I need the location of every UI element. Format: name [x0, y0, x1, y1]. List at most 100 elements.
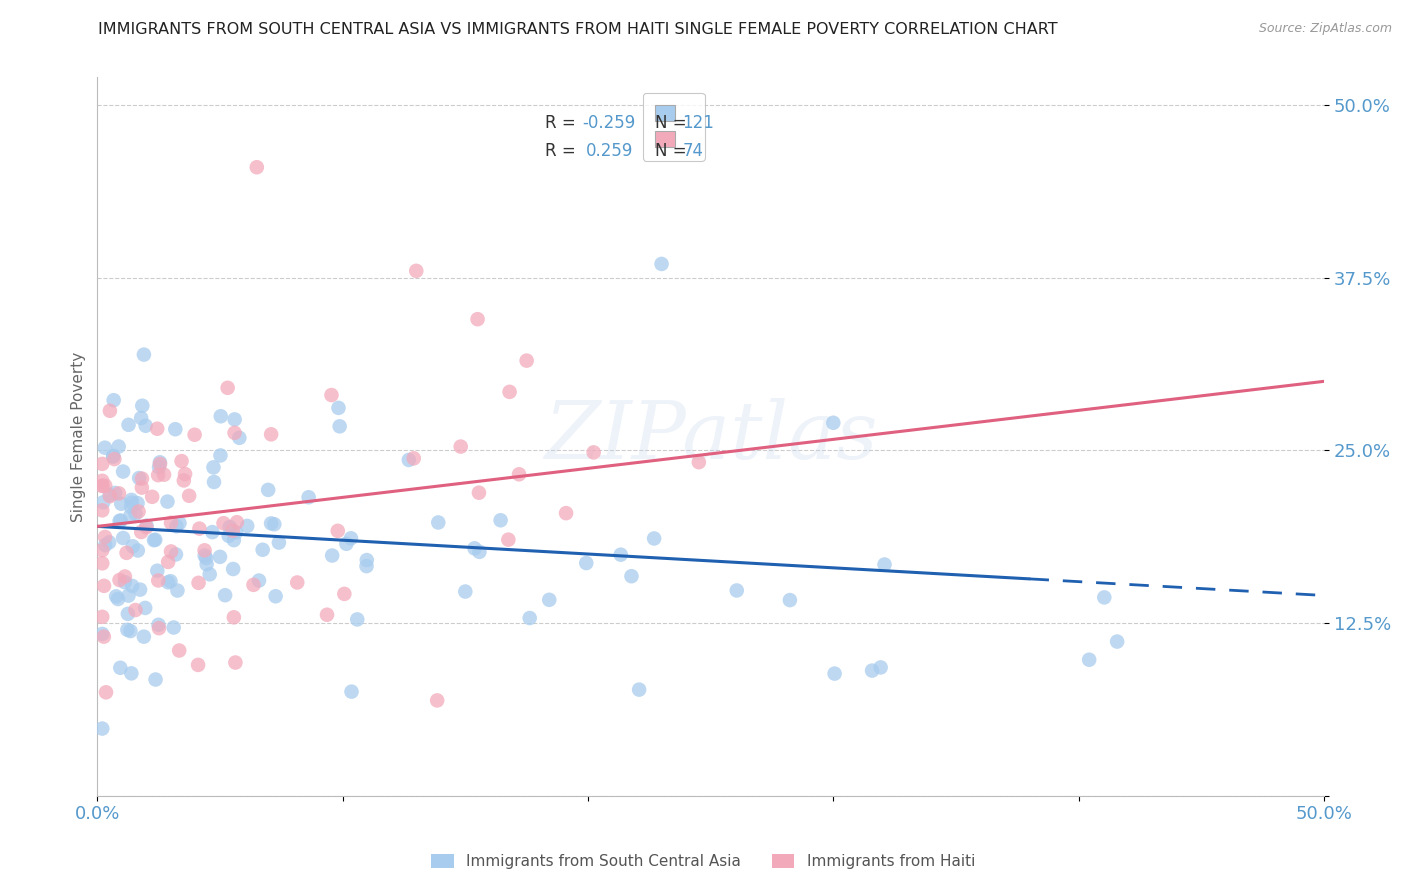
Point — [222, 533, 245, 548]
Point — [146, 468, 169, 483]
Point — [173, 474, 195, 488]
Point — [93, 579, 115, 593]
Point — [252, 542, 274, 557]
Point — [101, 450, 124, 464]
Point — [165, 422, 187, 436]
Point — [134, 601, 156, 615]
Point — [643, 532, 665, 546]
Point — [105, 590, 128, 604]
Point — [121, 539, 143, 553]
Legend: Immigrants from South Central Asia, Immigrants from Haiti: Immigrants from South Central Asia, Immi… — [425, 848, 981, 875]
Point — [91, 557, 114, 571]
Point — [159, 574, 181, 589]
Point — [582, 445, 605, 459]
Point — [165, 548, 187, 562]
Point — [1092, 591, 1115, 605]
Point — [94, 479, 117, 493]
Point — [214, 588, 236, 602]
Text: N =: N = — [655, 143, 692, 161]
Point — [467, 312, 489, 326]
Point — [117, 623, 139, 637]
Point — [285, 575, 308, 590]
Point — [194, 549, 217, 563]
Point — [208, 549, 231, 564]
Point — [129, 582, 152, 597]
Point — [217, 381, 239, 395]
Point — [135, 418, 157, 433]
Point — [107, 592, 129, 607]
Text: 74: 74 — [682, 143, 703, 161]
Point — [257, 483, 280, 497]
Point — [402, 451, 425, 466]
Point — [127, 496, 149, 510]
Point — [120, 624, 142, 638]
Point — [91, 457, 114, 471]
Point — [824, 666, 846, 681]
Point — [98, 404, 121, 418]
Point — [143, 533, 166, 548]
Point — [201, 525, 224, 540]
Point — [187, 575, 209, 590]
Point — [224, 656, 246, 670]
Point — [135, 518, 157, 533]
Point — [145, 673, 167, 687]
Text: Source: ZipAtlas.com: Source: ZipAtlas.com — [1258, 22, 1392, 36]
Text: R =: R = — [546, 143, 581, 161]
Point — [356, 553, 378, 567]
Point — [212, 516, 235, 531]
Point — [94, 530, 117, 544]
Point — [98, 489, 121, 503]
Point — [120, 508, 142, 523]
Point — [688, 455, 710, 469]
Point — [163, 620, 186, 634]
Point — [91, 478, 114, 492]
Point — [104, 486, 127, 500]
Point — [129, 524, 152, 539]
Point — [333, 587, 356, 601]
Point — [198, 567, 221, 582]
Point — [124, 507, 146, 521]
Point — [209, 449, 232, 463]
Point — [340, 684, 363, 698]
Point — [209, 409, 232, 424]
Point — [519, 611, 541, 625]
Point — [112, 465, 135, 479]
Point — [114, 569, 136, 583]
Point — [120, 500, 142, 514]
Point — [156, 494, 179, 508]
Point — [398, 453, 420, 467]
Point — [222, 524, 245, 538]
Point — [146, 564, 169, 578]
Point — [1078, 653, 1101, 667]
Point — [464, 541, 486, 556]
Point — [170, 454, 193, 468]
Point — [508, 467, 530, 482]
Point — [110, 514, 132, 528]
Point — [183, 427, 205, 442]
Point — [131, 399, 153, 413]
Point — [468, 485, 491, 500]
Point — [316, 607, 339, 622]
Point — [555, 506, 578, 520]
Point — [225, 525, 247, 540]
Point — [823, 416, 845, 430]
Point — [224, 425, 246, 440]
Point — [146, 422, 169, 436]
Point — [121, 496, 143, 510]
Text: IMMIGRANTS FROM SOUTH CENTRAL ASIA VS IMMIGRANTS FROM HAITI SINGLE FEMALE POVERT: IMMIGRANTS FROM SOUTH CENTRAL ASIA VS IM… — [98, 22, 1059, 37]
Point — [609, 548, 631, 562]
Point — [335, 537, 357, 551]
Point — [91, 627, 114, 641]
Point — [405, 264, 427, 278]
Point — [222, 562, 245, 576]
Point — [628, 682, 651, 697]
Point — [263, 517, 285, 532]
Point — [129, 411, 152, 425]
Point — [148, 617, 170, 632]
Point — [174, 467, 197, 481]
Point — [117, 417, 139, 432]
Point — [166, 583, 188, 598]
Point — [103, 393, 125, 408]
Point — [98, 488, 121, 502]
Point — [120, 492, 142, 507]
